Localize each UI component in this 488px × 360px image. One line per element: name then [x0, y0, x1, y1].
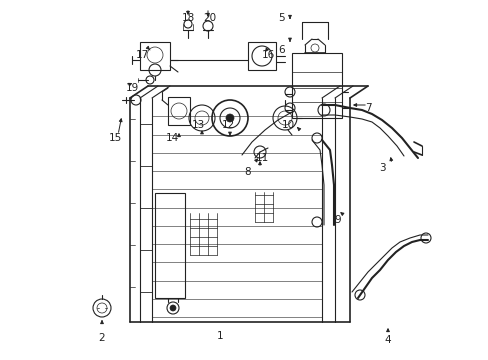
Bar: [247, 42, 275, 70]
Text: 3: 3: [378, 163, 385, 173]
Text: 18: 18: [181, 13, 194, 23]
Text: 17: 17: [135, 50, 148, 60]
Text: 10: 10: [281, 120, 294, 130]
Bar: [291, 53, 341, 118]
Text: 4: 4: [384, 335, 390, 345]
Text: 15: 15: [108, 133, 122, 143]
Text: 13: 13: [191, 120, 204, 130]
Circle shape: [225, 114, 234, 122]
Bar: [155, 193, 184, 298]
Text: 1: 1: [216, 331, 223, 341]
Circle shape: [170, 305, 176, 311]
Bar: [168, 97, 190, 125]
Text: 9: 9: [334, 215, 341, 225]
Text: 8: 8: [244, 167, 251, 177]
Text: 2: 2: [99, 333, 105, 343]
Text: 6: 6: [278, 45, 285, 55]
Text: 20: 20: [203, 13, 216, 23]
Text: 11: 11: [255, 153, 268, 163]
Text: 16: 16: [261, 50, 274, 60]
Text: 14: 14: [165, 133, 178, 143]
Bar: [140, 42, 170, 70]
Text: 12: 12: [221, 120, 234, 130]
Text: 7: 7: [364, 103, 370, 113]
Text: 5: 5: [278, 13, 285, 23]
Text: 19: 19: [125, 83, 138, 93]
